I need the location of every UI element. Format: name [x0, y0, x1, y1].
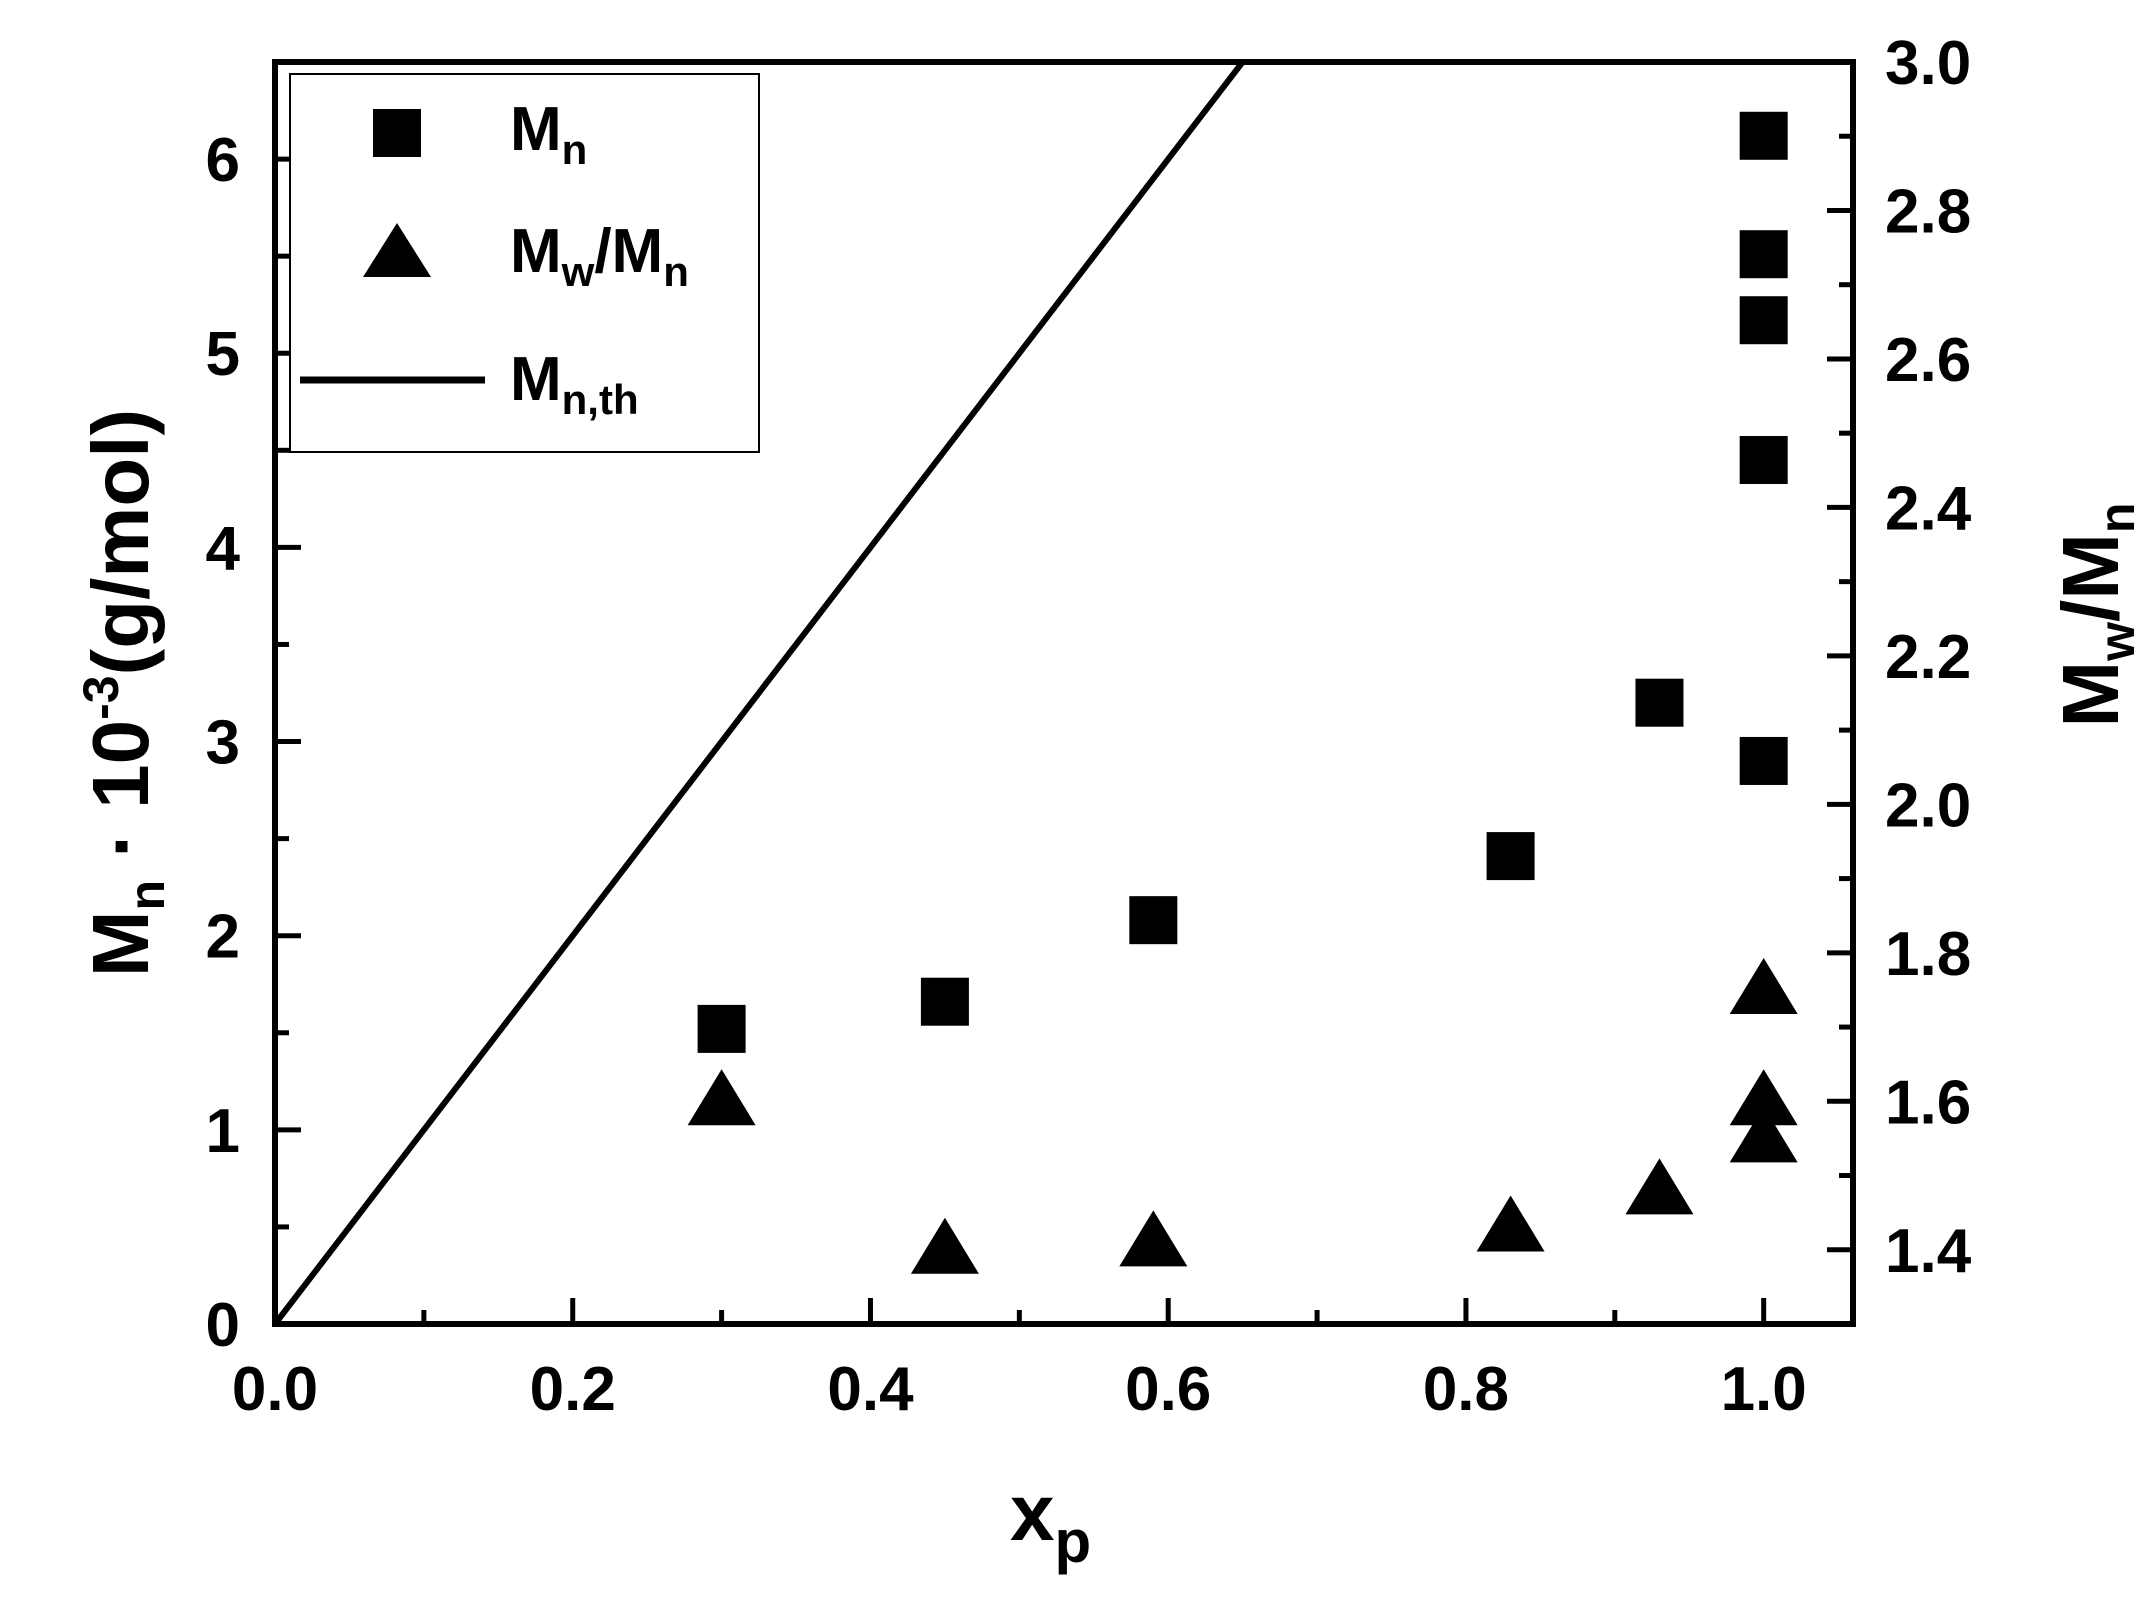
ticks — [272, 59, 1853, 1327]
x-tick-label: 0.6 — [1125, 1355, 1211, 1424]
legend: Mn Mw/Mn Mn,th — [289, 73, 760, 453]
tick-labels: 0.0 0.2 0.4 0.6 0.8 1.0 0 1 2 3 4 5 6 1.4 1.6 1.8 2.0 2.2… — [206, 29, 1972, 1424]
mw-mn-point — [1476, 1195, 1545, 1252]
legend-marker-triangle — [363, 223, 431, 277]
theoretical-mn-line — [272, 60, 1246, 1326]
y-tick-label: 5 — [206, 320, 240, 389]
mn-point — [1486, 832, 1535, 881]
y2-tick-label: 2.2 — [1885, 623, 1971, 692]
y2-tick-label: 1.8 — [1885, 920, 1971, 989]
y-axis-title-part: (g/mol) — [76, 409, 165, 676]
mn-point — [1129, 896, 1178, 945]
mw-mn-point — [910, 1217, 979, 1274]
x-axis-title: xp — [1010, 1468, 1091, 1575]
legend-box — [289, 73, 760, 453]
legend-label-mn: Mn — [510, 95, 587, 173]
mn-point — [1739, 436, 1788, 485]
mn-point — [1739, 230, 1788, 279]
y2-tick-label: 1.4 — [1885, 1217, 1972, 1286]
y-axis-title-part: · 10 — [76, 720, 165, 880]
y-tick-label: 6 — [206, 126, 240, 195]
x-tick-label: 1.0 — [1721, 1355, 1807, 1424]
data-marks — [272, 60, 1798, 1326]
y-tick-label: 3 — [206, 709, 240, 778]
mn-point — [1635, 678, 1684, 727]
y-tick-label: 4 — [206, 514, 241, 583]
y-axis-title-part: n — [119, 880, 175, 911]
y2-tick-label: 2.8 — [1885, 177, 1971, 246]
y-axis-title-part: M — [76, 911, 165, 978]
y2-tick-label: 2.0 — [1885, 771, 1971, 840]
y2-tick-label: 2.4 — [1885, 474, 1972, 543]
x-tick-label: 0.8 — [1423, 1355, 1509, 1424]
y-tick-label: 2 — [206, 903, 240, 972]
y2-tick-label: 2.6 — [1885, 326, 1971, 395]
x-tick-label: 0.2 — [530, 1355, 616, 1424]
y2-axis-title: Mw/Mn — [2046, 503, 2142, 728]
mw-mn-point — [1729, 1069, 1798, 1126]
plot-frame — [272, 59, 1856, 1327]
x-tick-label: 0.4 — [827, 1355, 914, 1424]
y2-tick-label: 1.6 — [1885, 1068, 1971, 1137]
y2-tick-label: 3.0 — [1885, 29, 1971, 98]
y-axis-title: Mn · 10-3(g/mol) — [73, 409, 175, 977]
mn-point — [1739, 296, 1788, 345]
legend-marker-square — [373, 109, 421, 157]
mw-mn-point — [687, 1069, 756, 1126]
mw-mn-point — [1119, 1210, 1188, 1267]
mw-mn-point — [1729, 1106, 1798, 1163]
y-axis-title-part: -3 — [73, 675, 129, 719]
legend-label-mw-mn: Mw/Mn — [510, 217, 689, 295]
mn-point — [1739, 736, 1788, 785]
y-tick-label: 1 — [206, 1097, 240, 1166]
mn-point — [920, 977, 969, 1026]
x-tick-label: 0.0 — [232, 1355, 318, 1424]
y-tick-label: 0 — [206, 1291, 240, 1360]
mw-mn-point — [1729, 957, 1798, 1014]
mw-mn-point — [1625, 1158, 1694, 1215]
mn-point — [1739, 111, 1788, 160]
legend-label-mn-th: Mn,th — [510, 345, 639, 423]
mn-point — [697, 1004, 746, 1053]
